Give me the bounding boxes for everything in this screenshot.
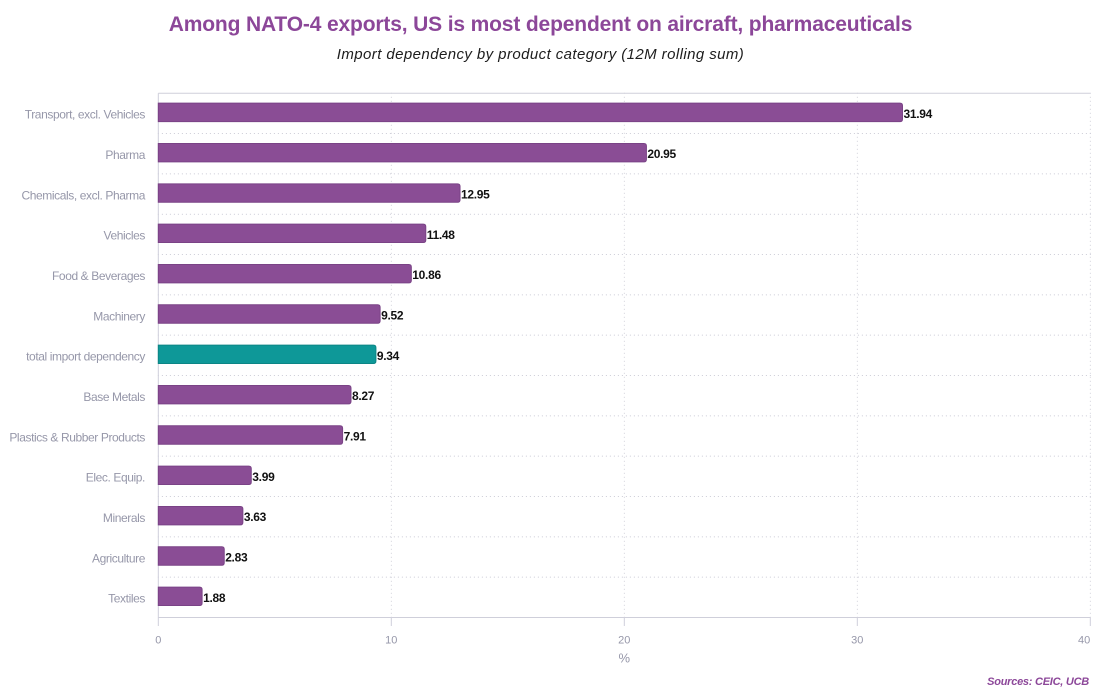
svg-text:Machinery: Machinery: [93, 309, 145, 323]
svg-text:Transport, excl. Vehicles: Transport, excl. Vehicles: [25, 108, 146, 122]
svg-text:Agriculture: Agriculture: [92, 551, 146, 565]
svg-text:9.52: 9.52: [381, 309, 404, 323]
svg-text:Food & Beverages: Food & Beverages: [52, 269, 145, 283]
svg-text:Textiles: Textiles: [108, 592, 145, 606]
svg-text:%: %: [619, 651, 631, 666]
svg-text:0: 0: [155, 635, 161, 647]
svg-text:40: 40: [1078, 635, 1090, 647]
svg-text:Chemicals, excl. Pharma: Chemicals, excl. Pharma: [21, 188, 145, 202]
svg-text:10: 10: [385, 635, 397, 647]
svg-text:30: 30: [851, 635, 863, 647]
svg-text:3.99: 3.99: [252, 470, 275, 484]
svg-text:12.95: 12.95: [461, 188, 490, 202]
svg-text:Minerals: Minerals: [103, 511, 146, 525]
svg-text:Vehicles: Vehicles: [104, 229, 146, 243]
svg-text:31.94: 31.94: [904, 107, 933, 121]
svg-text:Elec. Equip.: Elec. Equip.: [86, 471, 145, 485]
svg-text:2.83: 2.83: [225, 551, 248, 565]
svg-text:7.91: 7.91: [344, 430, 367, 444]
svg-text:11.48: 11.48: [427, 228, 455, 242]
svg-text:20: 20: [618, 635, 630, 647]
svg-text:8.27: 8.27: [352, 389, 375, 403]
svg-text:20.95: 20.95: [647, 147, 676, 161]
svg-text:total import dependency: total import dependency: [26, 350, 145, 364]
svg-text:Pharma: Pharma: [105, 148, 145, 162]
svg-text:3.63: 3.63: [244, 510, 267, 524]
svg-text:1.88: 1.88: [203, 591, 226, 605]
svg-text:Base Metals: Base Metals: [83, 390, 145, 404]
svg-text:9.34: 9.34: [377, 349, 400, 363]
svg-text:10.86: 10.86: [412, 268, 441, 282]
svg-text:Plastics & Rubber Products: Plastics & Rubber Products: [9, 430, 145, 444]
